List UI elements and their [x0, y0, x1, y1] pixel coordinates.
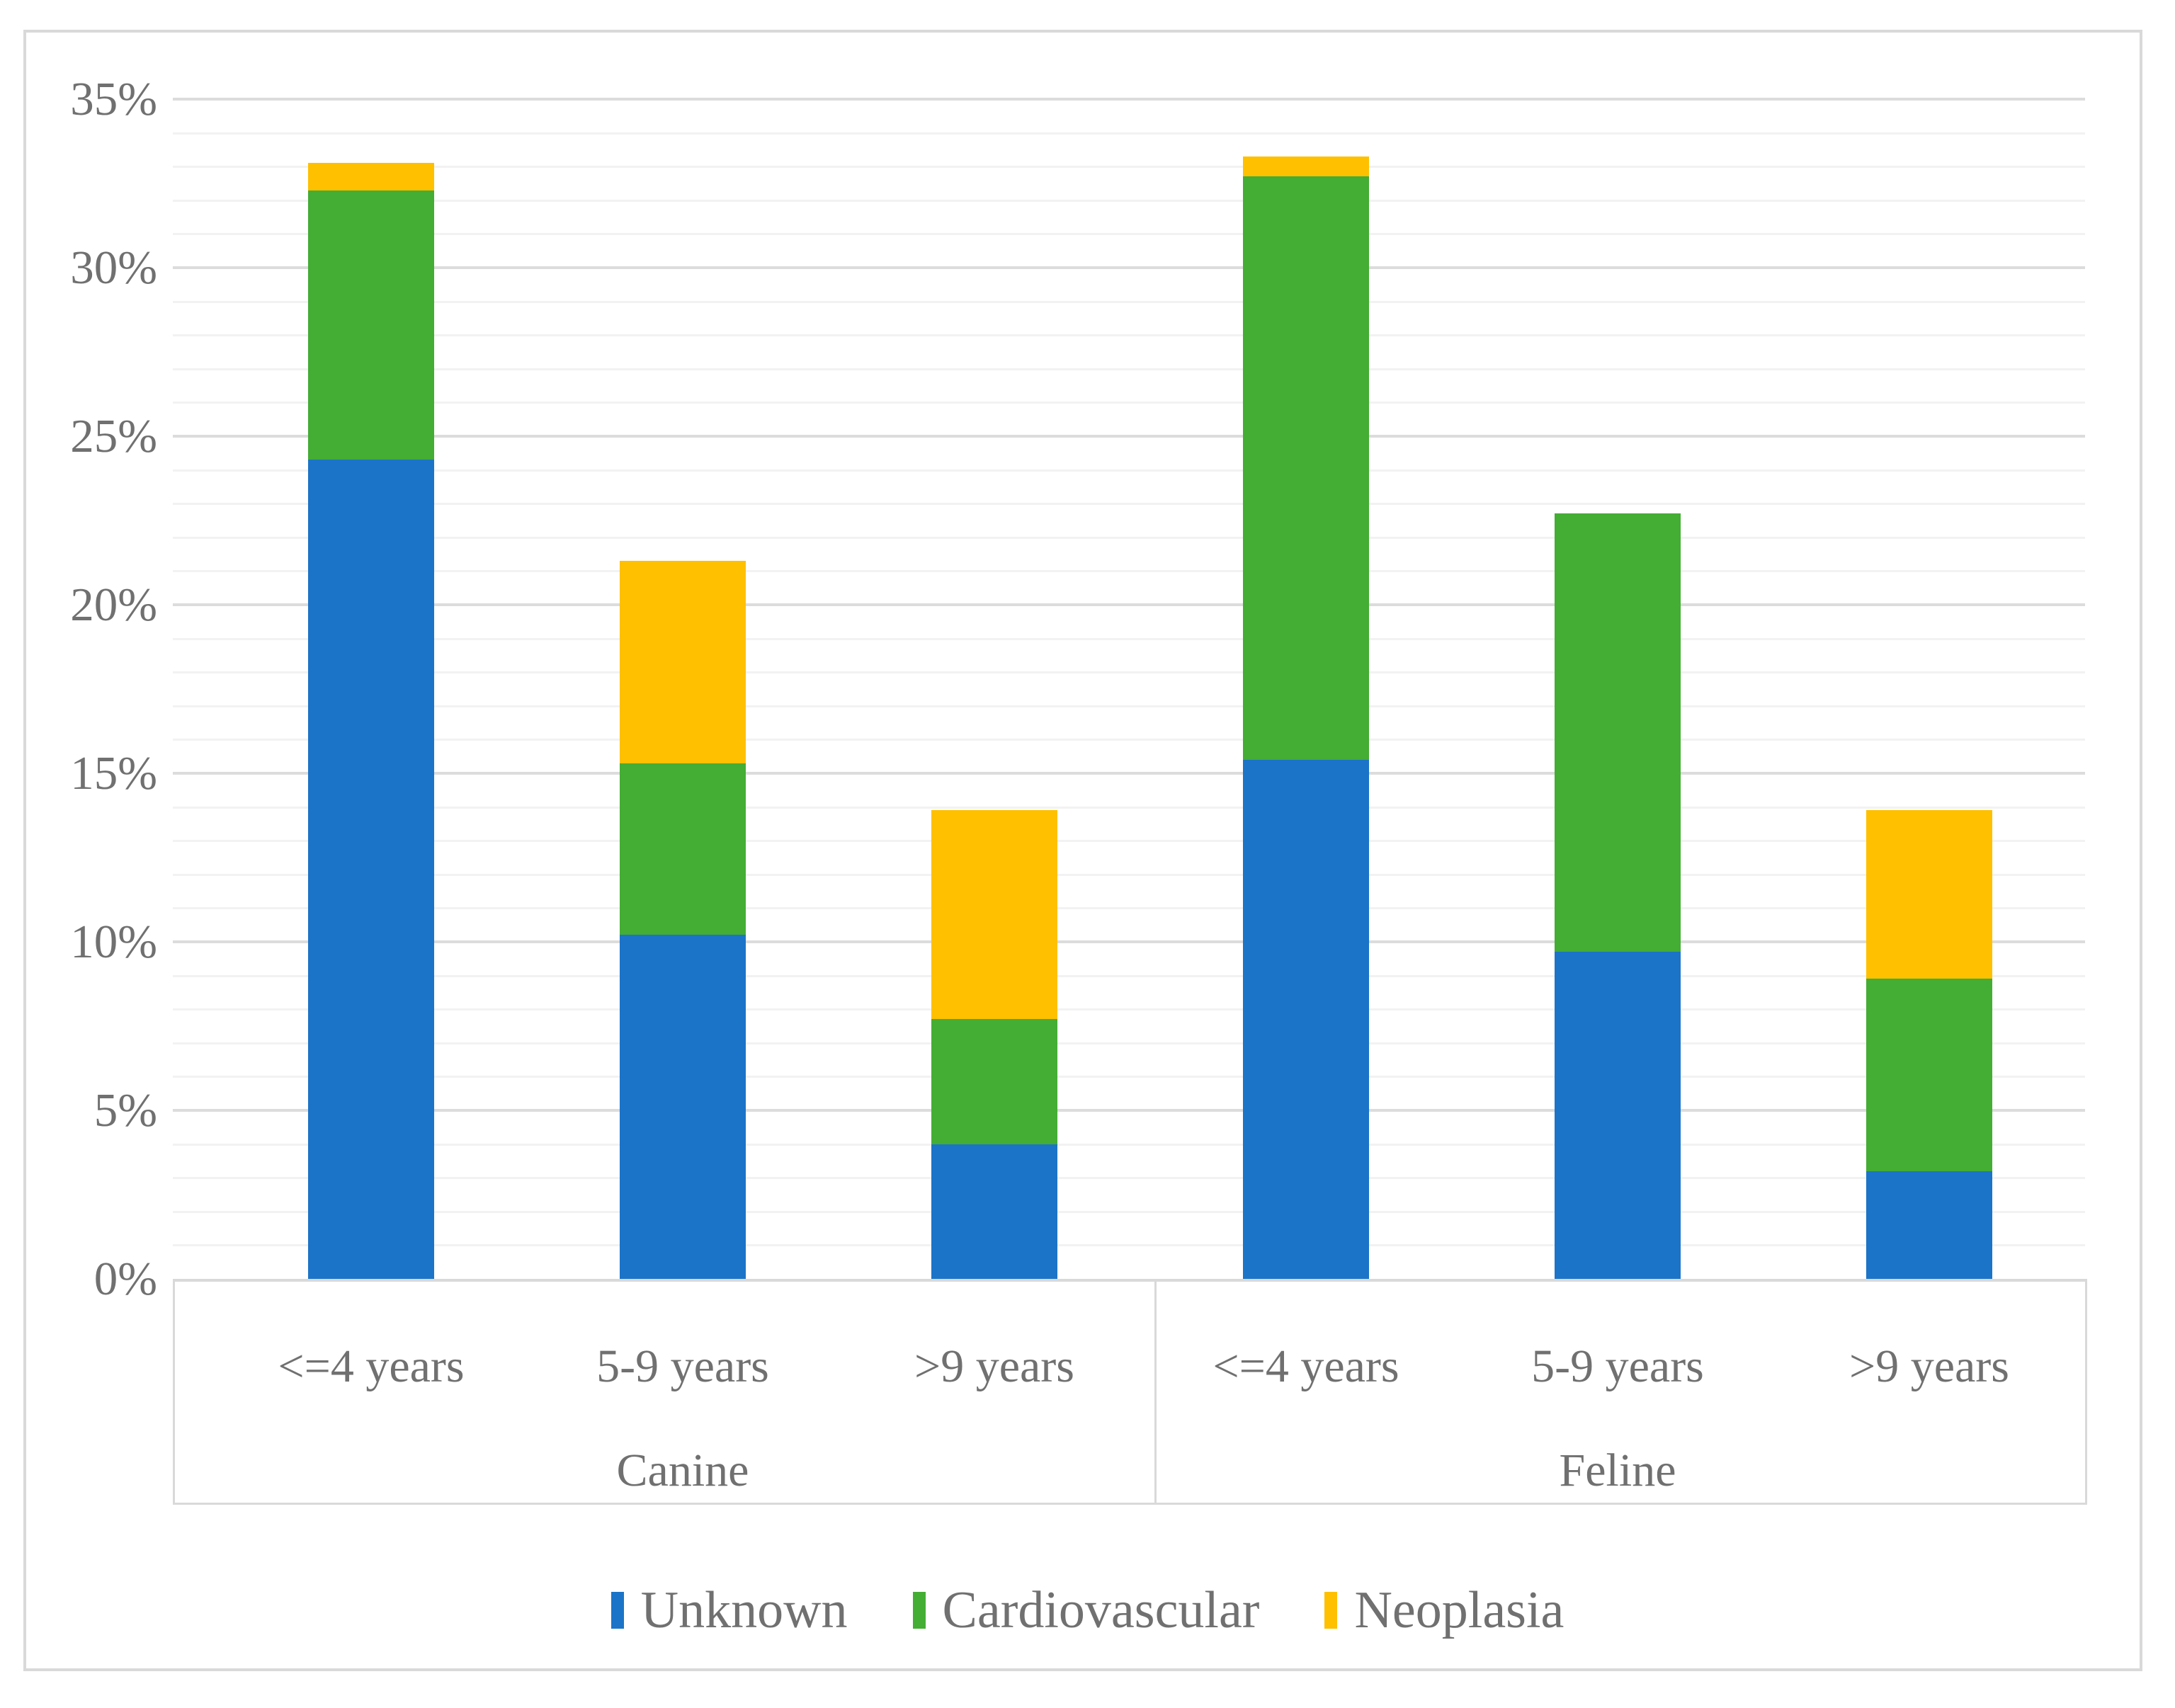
- minor-gridline: [173, 1042, 2085, 1044]
- x-category-label: >9 years: [1849, 1340, 2009, 1392]
- bar-segment-cardiovascular: [1555, 513, 1681, 952]
- minor-gridline: [173, 570, 2085, 573]
- bar-segment-unknown: [931, 1144, 1057, 1279]
- minor-gridline: [173, 1143, 2085, 1146]
- bar-segment-unknown: [1866, 1171, 1992, 1279]
- minor-gridline: [173, 536, 2085, 539]
- legend-item-unknown: Unknown: [611, 1582, 848, 1639]
- minor-gridline: [173, 1177, 2085, 1180]
- legend-item-neoplasia: Neoplasia: [1324, 1582, 1564, 1639]
- major-gridline: [173, 266, 2085, 269]
- y-axis-tick-label: 30%: [70, 241, 157, 294]
- major-gridline: [173, 1109, 2085, 1112]
- x-category-label: >9 years: [914, 1340, 1074, 1392]
- minor-gridline: [173, 637, 2085, 640]
- y-axis-tick-label: 15%: [70, 747, 157, 799]
- minor-gridline: [173, 705, 2085, 707]
- minor-gridline: [173, 1008, 2085, 1011]
- minor-gridline: [173, 132, 2085, 135]
- minor-gridline: [173, 503, 2085, 506]
- bar-segment-neoplasia: [308, 163, 434, 190]
- minor-gridline: [173, 1244, 2085, 1247]
- legend-key-swatch: [912, 1592, 926, 1629]
- minor-gridline: [173, 1210, 2085, 1213]
- bar-segment-neoplasia: [620, 561, 746, 763]
- bar-segment-cardiovascular: [620, 763, 746, 935]
- bar-segment-cardiovascular: [1243, 176, 1369, 760]
- minor-gridline: [173, 806, 2085, 809]
- bar-segment-neoplasia: [1866, 810, 1992, 979]
- x-category-label: 5-9 years: [596, 1340, 769, 1392]
- chart-legend: Unknown Cardiovascular Neoplasia: [0, 1582, 2175, 1639]
- legend-label: Unknown: [640, 1581, 848, 1639]
- bar-segment-unknown: [1555, 952, 1681, 1279]
- category-axis-bottom-line: [173, 1503, 2085, 1505]
- bar-segment-cardiovascular: [308, 190, 434, 460]
- minor-gridline: [173, 469, 2085, 472]
- major-gridline: [173, 98, 2085, 101]
- bar-segment-neoplasia: [931, 810, 1057, 1020]
- bar-segment-neoplasia: [1243, 156, 1369, 177]
- legend-key-swatch: [1324, 1592, 1338, 1629]
- legend-label: Cardiovascular: [942, 1581, 1260, 1639]
- minor-gridline: [173, 1076, 2085, 1078]
- x-category-label: <=4 years: [278, 1340, 465, 1392]
- minor-gridline: [173, 907, 2085, 910]
- legend-label: Neoplasia: [1354, 1581, 1564, 1639]
- legend-key-swatch: [611, 1592, 624, 1629]
- category-axis-separator: [2085, 1279, 2087, 1505]
- category-axis-separator: [173, 1279, 175, 1505]
- major-gridline: [173, 603, 2085, 606]
- category-axis-separator: [1154, 1279, 1157, 1505]
- major-gridline: [173, 772, 2085, 775]
- minor-gridline: [173, 233, 2085, 236]
- x-group-label: Canine: [616, 1445, 749, 1496]
- y-axis-tick-label: 5%: [93, 1084, 157, 1137]
- x-category-label: <=4 years: [1213, 1340, 1399, 1392]
- minor-gridline: [173, 368, 2085, 370]
- y-axis-tick-label: 0%: [93, 1253, 157, 1305]
- minor-gridline: [173, 671, 2085, 674]
- y-axis-tick-label: 35%: [70, 73, 157, 125]
- bar-segment-cardiovascular: [931, 1019, 1057, 1144]
- minor-gridline: [173, 199, 2085, 202]
- minor-gridline: [173, 840, 2085, 843]
- y-axis-tick-label: 20%: [70, 579, 157, 631]
- minor-gridline: [173, 739, 2085, 741]
- minor-gridline: [173, 974, 2085, 977]
- legend-item-cardiovascular: Cardiovascular: [912, 1581, 1260, 1639]
- bar-segment-unknown: [620, 935, 746, 1279]
- y-axis-tick-label: 10%: [70, 916, 157, 968]
- minor-gridline: [173, 334, 2085, 337]
- bar-segment-cardiovascular: [1866, 979, 1992, 1171]
- x-axis-line: [173, 1279, 2085, 1282]
- x-category-label: 5-9 years: [1531, 1340, 1704, 1392]
- x-group-label: Feline: [1559, 1445, 1676, 1496]
- minor-gridline: [173, 166, 2085, 169]
- minor-gridline: [173, 873, 2085, 876]
- bar-segment-unknown: [308, 460, 434, 1279]
- minor-gridline: [173, 300, 2085, 303]
- minor-gridline: [173, 402, 2085, 404]
- y-axis-tick-label: 25%: [70, 410, 157, 462]
- major-gridline: [173, 435, 2085, 438]
- bar-segment-unknown: [1243, 759, 1369, 1279]
- major-gridline: [173, 940, 2085, 943]
